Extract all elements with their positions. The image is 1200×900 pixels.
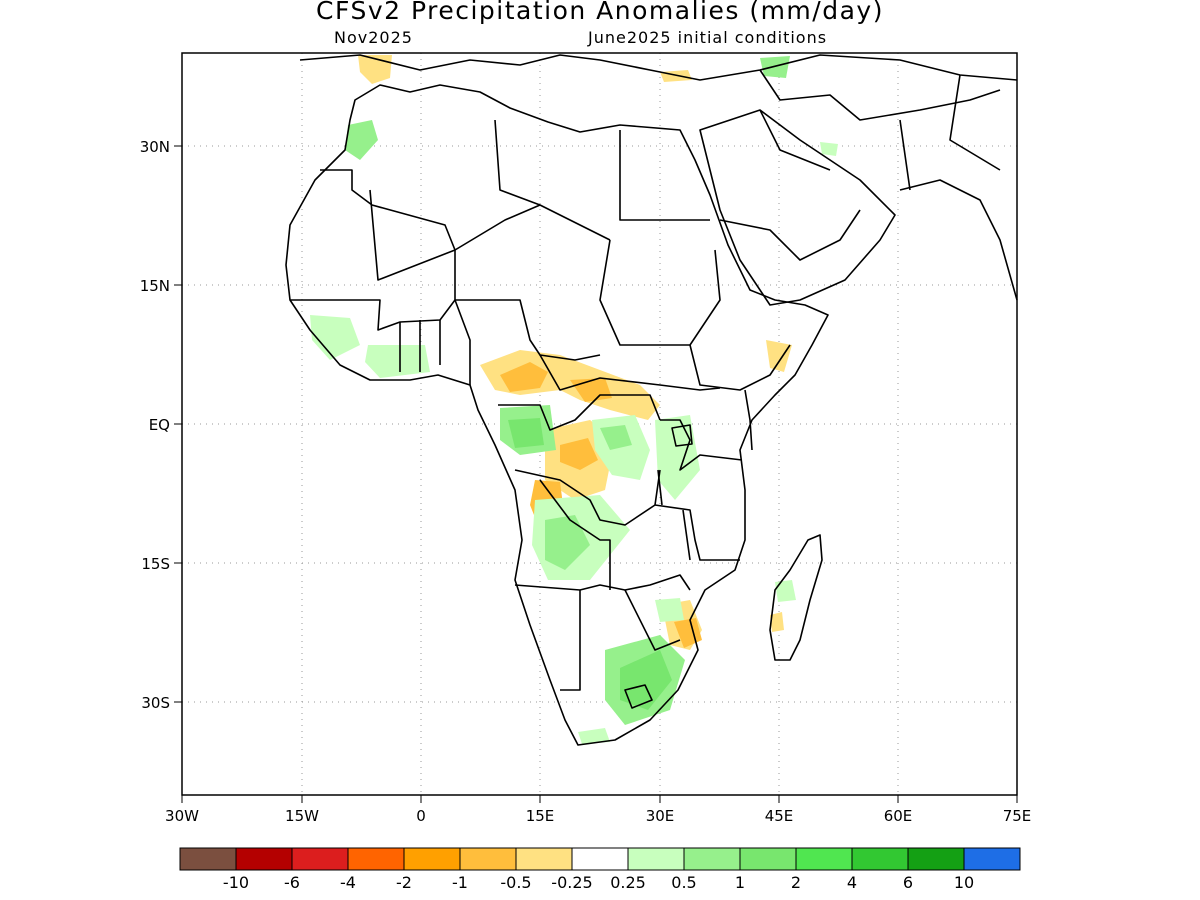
colorbar-label: -4 xyxy=(340,873,356,892)
colorbar-swatch xyxy=(291,847,349,871)
wet-anomaly-madagascar xyxy=(775,580,796,602)
europe-coastline xyxy=(299,54,1018,81)
lon-tick-label: 30E xyxy=(646,807,675,825)
tick-marks xyxy=(174,145,1018,803)
lon-tick-label: 15E xyxy=(526,807,555,825)
wet-anomaly-drc-east-core xyxy=(600,425,632,450)
colorbar-swatch xyxy=(235,847,293,871)
init-conditions-label: June2025 initial conditions xyxy=(588,28,828,47)
colorbar: -10 -6 -4 -2 -1 -0.5 -0.25 0.25 0.5 1 2 … xyxy=(179,847,1021,892)
colorbar-swatch xyxy=(459,847,517,871)
colorbar-label: 2 xyxy=(791,873,801,892)
colorbar-label: 10 xyxy=(954,873,974,892)
border-gulf-of-guinea xyxy=(399,299,471,385)
border-ethiopia xyxy=(689,344,791,391)
dry-anomaly-horn xyxy=(766,340,792,372)
border-central-africa xyxy=(539,354,721,391)
colorbar-labels: -10 -6 -4 -2 -1 -0.5 -0.25 0.25 0.5 1 2 … xyxy=(223,873,974,892)
border-namibia-sa xyxy=(560,589,681,691)
wet-anomaly-south-africa-core xyxy=(620,650,672,710)
wet-anomaly-gabon-core xyxy=(508,418,544,448)
wet-anomaly-ivory-coast xyxy=(365,345,430,378)
colorbar-swatch xyxy=(571,847,629,871)
lat-tick-label: 15N xyxy=(140,277,170,295)
colorbar-label: 0.25 xyxy=(610,873,646,892)
lon-tick-label: 0 xyxy=(416,807,426,825)
border-algeria-mali xyxy=(369,189,611,281)
chart-title: CFSv2 Precipitation Anomalies (mm/day) xyxy=(316,0,884,25)
border-zambia-tanzania xyxy=(654,504,740,561)
colorbar-swatch xyxy=(851,847,909,871)
lake-tanganyika xyxy=(657,469,663,506)
colorbar-label: -10 xyxy=(223,873,249,892)
lon-tick-labels: 30W 15W 0 15E 30E 45E 60E 75E xyxy=(165,807,1031,825)
border-mideast xyxy=(759,69,1001,121)
lat-tick-label: 30N xyxy=(140,138,170,156)
wet-anomaly-cape xyxy=(578,728,610,744)
border-southern-africa xyxy=(514,574,691,591)
border-libya-egypt xyxy=(494,119,710,221)
asia-coastline xyxy=(899,179,1018,301)
border-somalia-kenya xyxy=(744,389,753,451)
colorbar-swatch xyxy=(515,847,573,871)
dry-anomaly-sahel-core xyxy=(500,362,548,392)
colorbar-label: 1 xyxy=(735,873,745,892)
lon-tick-label: 15W xyxy=(285,807,319,825)
coastlines-and-borders xyxy=(285,54,1018,746)
colorbar-label: -2 xyxy=(396,873,412,892)
border-sudan xyxy=(599,239,721,346)
colorbar-swatch xyxy=(403,847,461,871)
colorbar-swatch xyxy=(179,847,237,871)
border-iran xyxy=(899,74,1001,191)
colorbar-swatch xyxy=(907,847,965,871)
africa-coastline xyxy=(285,84,829,746)
wet-anomaly-botswana xyxy=(655,598,684,622)
lon-tick-label: 60E xyxy=(884,807,913,825)
wet-anomaly-guinea-coast xyxy=(310,315,360,360)
colorbar-label: -6 xyxy=(284,873,300,892)
colorbar-label: -0.25 xyxy=(551,873,592,892)
wet-anomaly-arabia xyxy=(820,142,838,156)
wet-anomaly-angola-core xyxy=(545,515,590,570)
lake-malawi xyxy=(682,509,691,561)
lon-tick-label: 30W xyxy=(165,807,199,825)
lat-tick-label: EQ xyxy=(149,416,170,434)
colorbar-swatch xyxy=(739,847,797,871)
border-great-lakes xyxy=(660,419,743,471)
colorbar-label: 6 xyxy=(903,873,913,892)
anomaly-shading xyxy=(310,55,838,744)
colorbar-swatch xyxy=(683,847,741,871)
wet-anomaly-morocco xyxy=(345,120,378,160)
lat-tick-label: 15S xyxy=(141,555,170,573)
lat-tick-label: 30S xyxy=(141,694,170,712)
lon-tick-label: 75E xyxy=(1003,807,1032,825)
border-western-sahara xyxy=(320,169,456,251)
arabia-coastline xyxy=(699,109,896,306)
colorbar-label: -0.5 xyxy=(500,873,531,892)
colorbar-label: 4 xyxy=(847,873,857,892)
border-angola-zambia xyxy=(539,479,611,590)
colorbar-label: -1 xyxy=(452,873,468,892)
colorbar-swatch xyxy=(963,847,1021,871)
border-arabia-inner xyxy=(719,109,861,261)
border-sahel xyxy=(454,250,601,361)
colorbar-swatch xyxy=(795,847,853,871)
dry-anomaly-north-morocco xyxy=(358,55,392,84)
valid-month-label: Nov2025 xyxy=(334,28,413,47)
colorbar-swatch xyxy=(347,847,405,871)
border-congo-drc xyxy=(498,394,661,431)
dry-anomaly-madagascar xyxy=(770,612,784,632)
colorbar-swatches xyxy=(179,847,1021,871)
border-lake-victoria xyxy=(671,424,693,447)
border-lesotho xyxy=(624,684,653,709)
madagascar-coastline xyxy=(769,534,823,661)
colorbar-swatch xyxy=(627,847,685,871)
colorbar-label: 0.5 xyxy=(671,873,696,892)
dry-anomaly-congo-core xyxy=(560,438,598,470)
lat-tick-labels: 30N 15N EQ 15S 30S xyxy=(140,138,170,712)
lon-tick-label: 45E xyxy=(765,807,794,825)
